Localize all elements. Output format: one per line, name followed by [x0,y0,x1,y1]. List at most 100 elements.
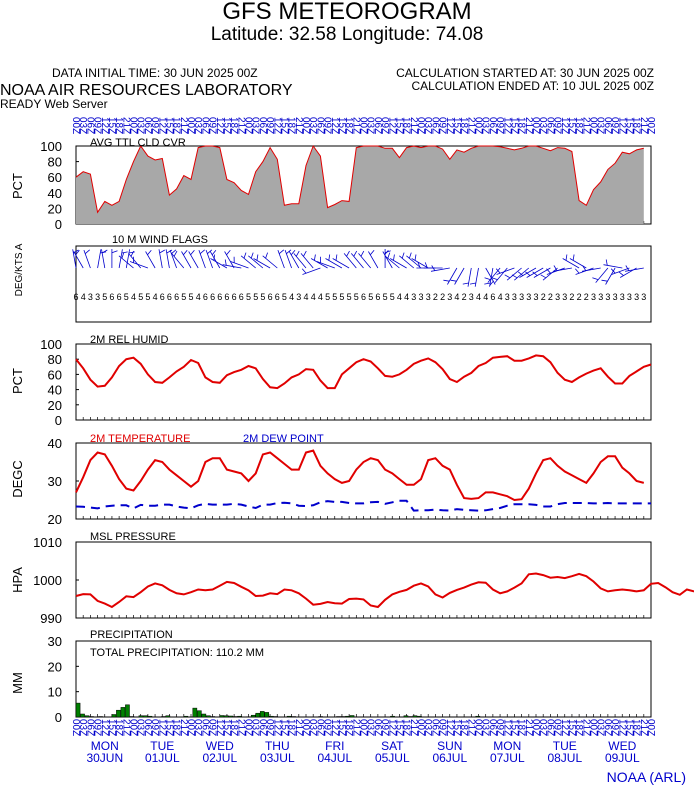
wind-barb [332,258,350,269]
wind-barb [611,267,630,275]
wind-barb-flag [171,249,177,255]
wind-barb [253,258,271,269]
y-axis-label: DEGC [10,460,25,498]
calc-started: CALCULATION STARTED AT: 30 JUN 2025 00Z [396,66,654,80]
wind-barb [625,267,644,272]
humidity-line [75,354,652,390]
wind-barb-flag [450,279,457,282]
wind-barb [181,251,192,269]
precip-bar [223,715,229,718]
wind-barb-flag [601,279,608,282]
top-hour-label: 21Z [293,117,304,134]
bottom-hour-label: 00Z [415,719,426,736]
wind-barb [205,249,213,269]
wind-barb [118,249,123,269]
wind-speed-label: 2 [541,292,546,302]
wind-barb [171,253,185,269]
top-hour-label: 12Z [271,117,282,134]
bottom-hour-label: 21Z [408,719,419,736]
bottom-hour-label: 06Z [487,719,498,736]
wind-barb-flag [328,254,331,261]
top-hour-label: 15Z [508,117,519,134]
day-date-label: 09JUL [605,751,640,765]
wind-speed-label: 4 [303,292,308,302]
wind-speed-label: 2 [548,292,553,302]
wind-barb [224,251,235,269]
wind-speed-label: 6 [160,292,165,302]
wind-speed-label: 4 [81,292,86,302]
precip-bar [232,716,238,718]
top-hour-label: 03Z [135,117,146,134]
top-hour-label: 09Z [437,117,448,134]
wind-speed-label: 6 [167,292,172,302]
wind-barb-flag [207,249,213,255]
pressure-line [75,572,694,609]
bottom-hour-label: 21Z [638,719,649,736]
wind-barb [262,255,278,269]
y-tick-label: 20 [48,659,62,674]
panel-title-humidity: 2M REL HUMID [90,334,168,346]
wind-barb [553,267,572,272]
bottom-hour-label: 03Z [77,719,88,736]
top-hour-label: 06Z [199,117,210,134]
wind-speed-label: 3 [411,292,416,302]
bottom-hour-label: 12Z [156,719,167,736]
wind-barb [240,255,256,269]
top-hour-label: 12Z [559,117,570,134]
wind-barb [97,249,102,269]
bottom-hour-label: 18Z [458,719,469,736]
bottom-hour-label: 18Z [401,719,412,736]
wind-speed-label: 2 [577,292,582,302]
wind-barb-flag [384,249,389,256]
precip-bar [120,707,126,718]
wind-barb [158,249,163,269]
y-tick-label: 100 [40,337,62,352]
wind-speed-label: 5 [339,292,344,302]
wind-barb-flag [504,274,511,279]
precip-bar [412,715,418,718]
wind-barb-flag [224,259,227,266]
wind-barb-flag [409,252,412,259]
wind-barb [562,258,580,269]
bottom-hour-label: 00Z [243,719,254,736]
precip-bar [192,707,198,718]
wind-barb-flag [166,249,173,254]
bottom-hour-label: 12Z [501,719,512,736]
top-hour-label: 21Z [178,117,189,134]
bottom-hour-label: 06Z [429,719,440,736]
wind-barb [581,267,601,272]
y-axis-label: DEG/KTS A [14,243,25,296]
wind-barb [129,261,149,269]
bottom-hour-label: 09Z [494,719,505,736]
wind-barb-flag [290,249,296,256]
panel-title-cloud: AVG TTL CLD CVR [90,137,186,149]
bottom-hour-label: 03Z [250,719,261,736]
wind-barb [430,267,450,272]
wind-barb [302,267,321,275]
top-hour-label: 21Z [580,117,591,134]
wind-barb-flag [101,249,108,254]
wind-barb [382,251,393,269]
wind-speed-label: 3 [418,292,423,302]
wind-speed-label: 5 [325,292,330,302]
bottom-hour-label: 12Z [271,719,282,736]
wind-speed-label: 5 [282,292,287,302]
wind-barb-flag [565,254,568,261]
wind-barb-flag [401,252,405,259]
bottom-hour-label: 03Z [537,719,548,736]
wind-speed-label: 4 [318,292,323,302]
y-tick-label: 0 [55,710,62,725]
precip-bar [268,715,274,718]
top-hour-label: 18Z [458,117,469,134]
bottom-hour-label: 09Z [609,719,620,736]
bottom-hour-label: 09Z [92,719,103,736]
bottom-hour-label: 00Z [645,719,656,736]
bottom-hour-label: 09Z [149,719,160,736]
y-tick-label: 30 [48,474,62,489]
day-date-label: 02JUL [202,751,237,765]
wind-speed-label: 6 [275,292,280,302]
bottom-hour-label: 18Z [171,719,182,736]
y-tick-label: 40 [48,436,62,451]
day-name-label: MON [493,739,521,753]
wind-barb-flag [387,252,391,259]
